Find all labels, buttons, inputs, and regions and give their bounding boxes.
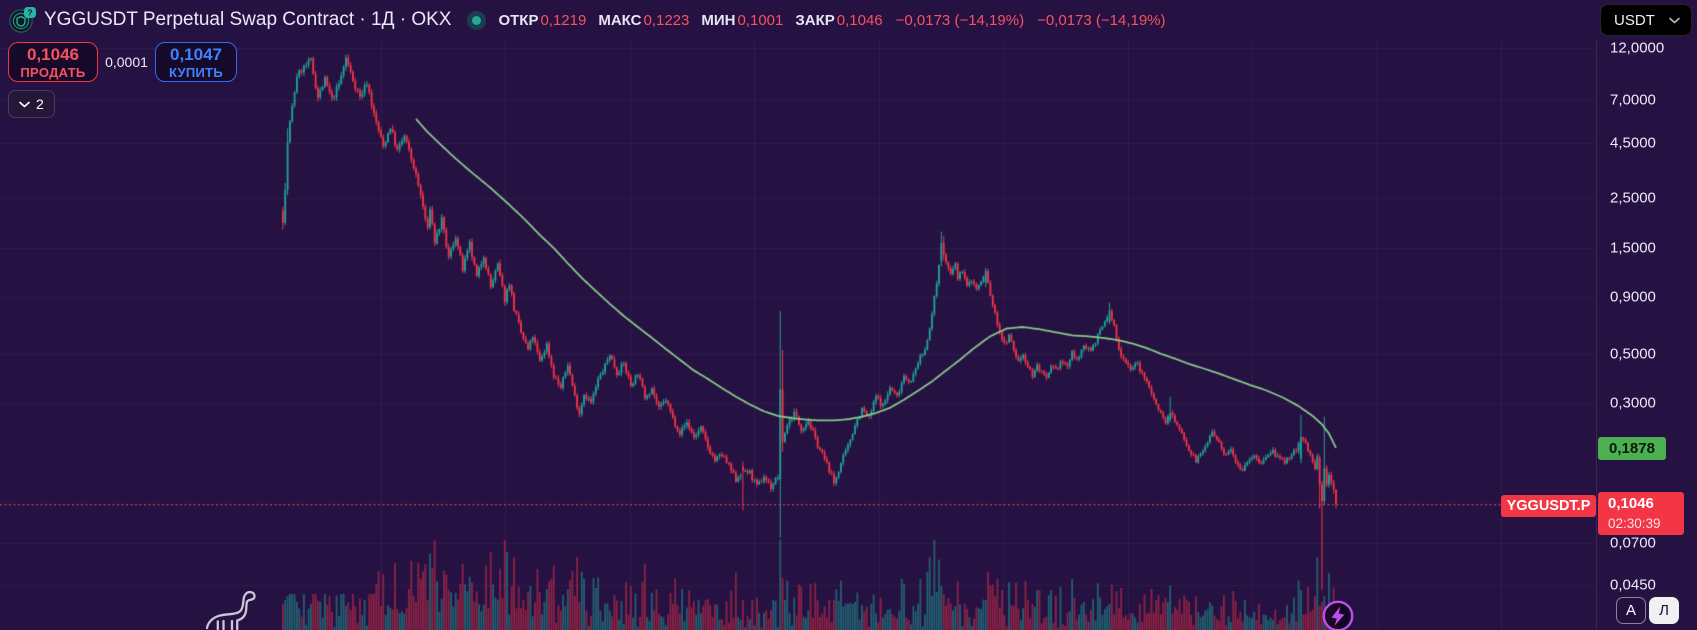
ohlc-low-label: МИН	[701, 11, 736, 29]
market-status-icon[interactable]	[467, 10, 487, 30]
change-value: −0,0173 (−14,19%)	[895, 11, 1025, 29]
price-axis-label: 0,5000	[1610, 345, 1656, 363]
last-price-symbol-badge: YGGUSDT.P	[1501, 495, 1596, 517]
log-scale-button[interactable]: Л	[1649, 597, 1679, 624]
price-axis-label: 0,9000	[1610, 288, 1656, 306]
positions-count: 2	[36, 96, 44, 112]
price-axis-label: 0,3000	[1610, 394, 1656, 412]
price-axis-label: 0,0700	[1610, 534, 1656, 552]
chevron-down-icon	[1669, 17, 1680, 23]
ohlc-readout: ОТКР 0,1219 МАКС 0,1223 МИН 0,1001 ЗАКР 0,10…	[486, 12, 1165, 29]
buy-button[interactable]: 0,1047 КУПИТЬ	[155, 42, 237, 82]
ohlc-close-value: 0,1046	[836, 11, 883, 29]
currency-dropdown[interactable]: USDT	[1600, 4, 1692, 36]
auto-scale-button[interactable]: А	[1616, 597, 1646, 624]
ma-value-badge: 0,1878	[1598, 437, 1666, 460]
buy-label: КУПИТЬ	[168, 65, 224, 80]
ohlc-high-value: 0,1223	[643, 11, 690, 29]
symbol-title[interactable]: YGGUSDT Perpetual Swap Contract · 1Д · O…	[44, 9, 452, 30]
price-axis-label: 12,0000	[1610, 39, 1665, 57]
currency-dropdown-label: USDT	[1614, 11, 1655, 29]
price-axis-label: 1,5000	[1610, 239, 1656, 257]
last-price-badge: 0,1046 02:30:39	[1598, 492, 1684, 535]
dinosaur-watermark-icon	[205, 590, 256, 630]
svg-text:?: ?	[27, 8, 32, 18]
ygg-symbol-logo[interactable]: ?	[8, 6, 36, 34]
spread-value: 0,0001	[105, 54, 148, 70]
sell-label: ПРОДАТЬ	[20, 65, 86, 80]
change-value-2: −0,0173 (−14,19%)	[1037, 11, 1166, 29]
chart-header: ? YGGUSDT Perpetual Swap Contract · 1Д ·…	[0, 0, 1697, 40]
buy-price: 0,1047	[170, 45, 222, 64]
ohlc-low-value: 0,1001	[737, 11, 784, 29]
chevron-down-icon	[19, 101, 30, 107]
price-axis-label: 2,5000	[1610, 189, 1656, 207]
ohlc-open-value: 0,1219	[540, 11, 587, 29]
candle-countdown: 02:30:39	[1608, 516, 1661, 531]
price-axis-label: 4,5000	[1610, 134, 1656, 152]
ohlc-close-label: ЗАКР	[795, 11, 835, 29]
price-axis-separator	[1596, 40, 1597, 630]
sell-button[interactable]: 0,1046 ПРОДАТЬ	[8, 42, 98, 82]
flash-boost-icon[interactable]	[1320, 598, 1356, 630]
sell-price: 0,1046	[27, 45, 79, 64]
price-axis-label: 0,0450	[1610, 576, 1656, 594]
positions-collapse-button[interactable]: 2	[8, 90, 55, 118]
ohlc-high-label: МАКС	[598, 11, 642, 29]
price-axis-label: 7,0000	[1610, 91, 1656, 109]
last-price-value: 0,1046	[1608, 495, 1654, 512]
ohlc-open-label: ОТКР	[498, 11, 539, 29]
